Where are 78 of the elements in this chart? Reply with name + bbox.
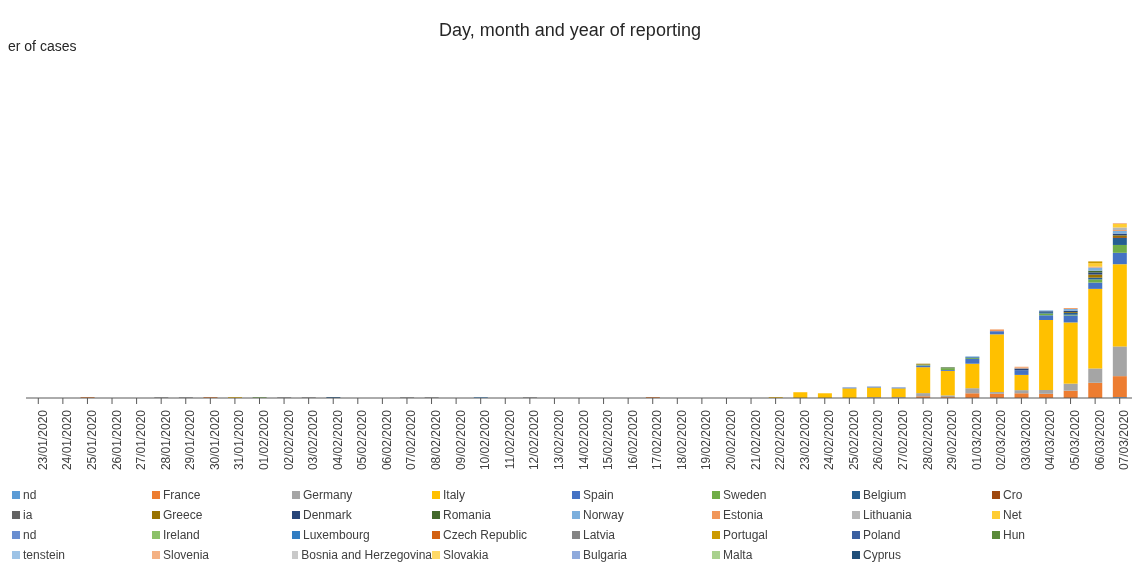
legend-label: nd <box>23 528 37 542</box>
x-tick-label: 19/02/2020 <box>699 409 714 471</box>
x-tick-label: 28/01/2020 <box>158 409 173 471</box>
text: er of cases <box>8 38 77 54</box>
x-tick-label: 29/01/2020 <box>183 409 198 471</box>
x-tick-label: 23/01/2020 <box>35 409 50 471</box>
x-tick-label: 10/02/2020 <box>478 409 493 471</box>
legend-label: Norway <box>583 508 624 522</box>
x-tick-label: 06/02/2020 <box>379 409 394 471</box>
legend-label: Belgium <box>863 488 907 502</box>
x-tick-label: 27/01/2020 <box>134 409 149 471</box>
x-tick-label: 18/02/2020 <box>674 409 689 471</box>
x-tick-label: 25/02/2020 <box>846 409 861 471</box>
chart-title: Day, month and year of reporting <box>439 20 701 40</box>
legend-label: Romania <box>443 508 492 522</box>
legend-label: Cro <box>1003 488 1023 502</box>
legend-label: Slovakia <box>443 548 489 562</box>
x-tick-label: 26/02/2020 <box>871 409 886 471</box>
x-tick-label: 26/01/2020 <box>109 409 124 471</box>
x-tick-label: 11/02/2020 <box>502 409 517 470</box>
x-tick-label: 01/02/2020 <box>257 409 272 471</box>
legend-label: Lithuania <box>863 508 912 522</box>
legend-label: Luxembourg <box>303 528 370 542</box>
x-tick-label: 30/01/2020 <box>207 409 222 471</box>
x-tick-label: 04/02/2020 <box>330 409 345 471</box>
legend-label: Estonia <box>723 508 764 522</box>
legend-label: France <box>163 488 201 502</box>
x-tick-label: 02/02/2020 <box>281 409 296 471</box>
legend-label: Bosnia and Herzegovina <box>301 548 432 562</box>
legend-label: Italy <box>443 488 466 502</box>
x-tick-label: 06/03/2020 <box>1092 409 1107 471</box>
legend-label: Poland <box>863 528 901 542</box>
x-tick-label: 07/03/2020 <box>1117 409 1132 471</box>
x-tick-label: 17/02/2020 <box>650 409 665 471</box>
x-tick-label: 01/03/2020 <box>969 409 984 471</box>
legend-label: Slovenia <box>163 548 210 562</box>
legend-label: Germany <box>303 488 353 502</box>
x-tick-label: 04/03/2020 <box>1043 409 1058 471</box>
legend-label: nd <box>23 488 37 502</box>
x-tick-label: 07/02/2020 <box>404 409 419 471</box>
legend-label: ia <box>23 508 33 522</box>
legend-label: Latvia <box>583 528 616 542</box>
x-tick-label: 24/02/2020 <box>822 409 837 471</box>
x-tick-label: 14/02/2020 <box>576 409 591 471</box>
legend-label: Cyprus <box>863 548 902 562</box>
legend-label: Bulgaria <box>583 548 628 562</box>
x-tick-label: 16/02/2020 <box>625 409 640 471</box>
legend-label: Portugal <box>723 528 768 542</box>
x-tick-label: 22/02/2020 <box>773 409 788 471</box>
x-tick-label: 25/01/2020 <box>84 409 99 471</box>
legend-label: Net <box>1003 508 1022 522</box>
legend-label: Greece <box>163 508 203 522</box>
x-tick-label: 29/02/2020 <box>945 409 960 471</box>
legend-label: Denmark <box>303 508 352 522</box>
legend-label: Hun <box>1003 528 1026 542</box>
legend-label: tenstein <box>23 548 66 562</box>
legend-label: Ireland <box>163 528 200 542</box>
x-tick-label: 31/01/2020 <box>232 409 247 471</box>
x-tick-label: 05/03/2020 <box>1068 409 1083 471</box>
x-tick-label: 02/03/2020 <box>994 409 1009 471</box>
x-tick-label: 24/01/2020 <box>60 409 75 471</box>
x-tick-label: 21/02/2020 <box>748 409 763 471</box>
x-tick-label: 15/02/2020 <box>601 409 616 471</box>
x-tick-label: 03/02/2020 <box>306 409 321 471</box>
x-tick-label: 27/02/2020 <box>896 409 911 471</box>
x-tick-label: 12/02/2020 <box>527 409 542 471</box>
x-tick-label: 13/02/2020 <box>551 409 566 471</box>
x-tick-label: 20/02/2020 <box>723 409 738 471</box>
x-tick-label: 03/03/2020 <box>1018 409 1033 471</box>
legend-label: Czech Republic <box>443 528 528 542</box>
legend-label: Malta <box>723 548 753 562</box>
x-tick-label: 05/02/2020 <box>355 409 370 471</box>
x-tick-label: 09/02/2020 <box>453 409 468 471</box>
x-tick-label: 23/02/2020 <box>797 409 812 471</box>
x-tick-label: 28/02/2020 <box>920 409 935 471</box>
x-tick-label: 08/02/2020 <box>429 409 444 471</box>
legend-label: Sweden <box>723 488 767 502</box>
legend-label: Spain <box>583 488 614 502</box>
